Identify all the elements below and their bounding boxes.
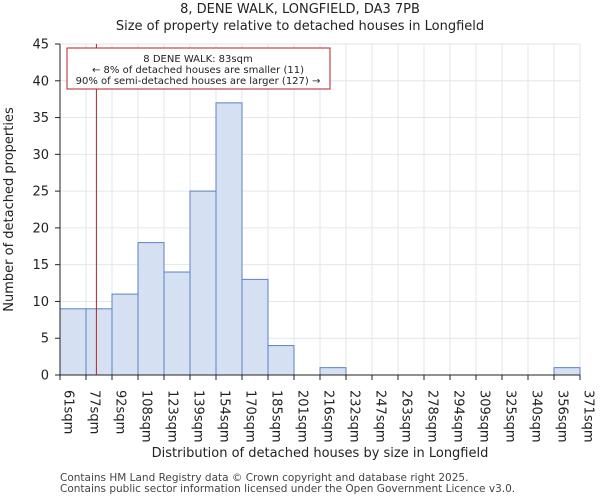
chart-title: 8, DENE WALK, LONGFIELD, DA3 7PB (180, 2, 420, 17)
x-tick-label: 371sqm (581, 390, 596, 443)
histogram-bar (267, 345, 295, 376)
y-tick-label: 25 (32, 185, 49, 200)
x-axis-label: Distribution of detached houses by size … (152, 446, 489, 461)
histogram-bar (553, 367, 581, 376)
y-tick-label: 30 (32, 148, 49, 163)
x-tick-labels: 61sqm 77sqm 92sqm 108sqm 123sqm 139sqm 154sqm 1… (61, 390, 596, 443)
x-tick-label: 154sqm (217, 390, 232, 443)
annotation-box (66, 47, 331, 90)
x-tick-label: 61sqm (61, 390, 76, 434)
x-tick-label: 216sqm (321, 390, 336, 443)
x-tick-label: 309sqm (477, 390, 492, 443)
y-tick-label: 20 (32, 221, 49, 236)
x-tick-label: 92sqm (113, 390, 128, 434)
histogram-bar (241, 278, 269, 376)
x-tick-label: 201sqm (295, 390, 310, 443)
x-tick-label: 108sqm (139, 390, 154, 443)
y-tick-label: 10 (32, 295, 49, 310)
axes (55, 43, 581, 380)
histogram-bar (163, 271, 191, 376)
chart-subtitle: Size of property relative to detached ho… (115, 19, 485, 34)
x-tick-label: 123sqm (165, 390, 180, 443)
footer-licence: Contains public sector information licen… (60, 483, 516, 495)
footer-copyright: Contains HM Land Registry data © Crown c… (60, 472, 469, 484)
x-tick-label: 356sqm (555, 390, 570, 443)
histogram-bar (189, 190, 217, 376)
y-tick-label: 35 (32, 111, 49, 126)
y-tick-labels: 0 5 10 15 20 25 30 35 40 45 (32, 38, 49, 384)
y-axis-label: Number of detached properties (2, 107, 17, 312)
x-tick-label: 232sqm (347, 390, 362, 443)
annotation-line: 8 DENE WALK: 83sqm (143, 54, 252, 65)
histogram-bar (137, 242, 165, 376)
x-tick-label: 77sqm (87, 390, 102, 434)
x-tick-label: 185sqm (269, 390, 284, 443)
histogram-bar (319, 367, 347, 376)
y-tick-label: 15 (32, 258, 49, 273)
histogram-bar (85, 308, 113, 376)
histogram-bar (59, 308, 87, 376)
x-tick-label: 139sqm (191, 390, 206, 443)
histogram-bar (215, 102, 243, 376)
y-tick-label: 5 (41, 332, 49, 347)
marker-annotation: 8 DENE WALK: 83sqm← 8% of detached house… (66, 47, 331, 90)
annotation-line: ← 8% of detached houses are smaller (11) (92, 65, 304, 76)
x-tick-label: 278sqm (425, 390, 440, 443)
histogram-bar (111, 293, 139, 376)
x-tick-label: 340sqm (529, 390, 544, 443)
x-tick-label: 263sqm (399, 390, 414, 443)
x-tick-label: 170sqm (243, 390, 258, 443)
y-tick-label: 40 (32, 74, 49, 89)
x-tick-label: 294sqm (451, 390, 466, 443)
x-tick-label: 325sqm (503, 390, 518, 443)
y-tick-label: 0 (41, 369, 49, 384)
annotation-line: 90% of semi-detached houses are larger (… (76, 76, 321, 87)
x-tick-label: 247sqm (373, 390, 388, 443)
y-tick-label: 45 (32, 38, 49, 53)
